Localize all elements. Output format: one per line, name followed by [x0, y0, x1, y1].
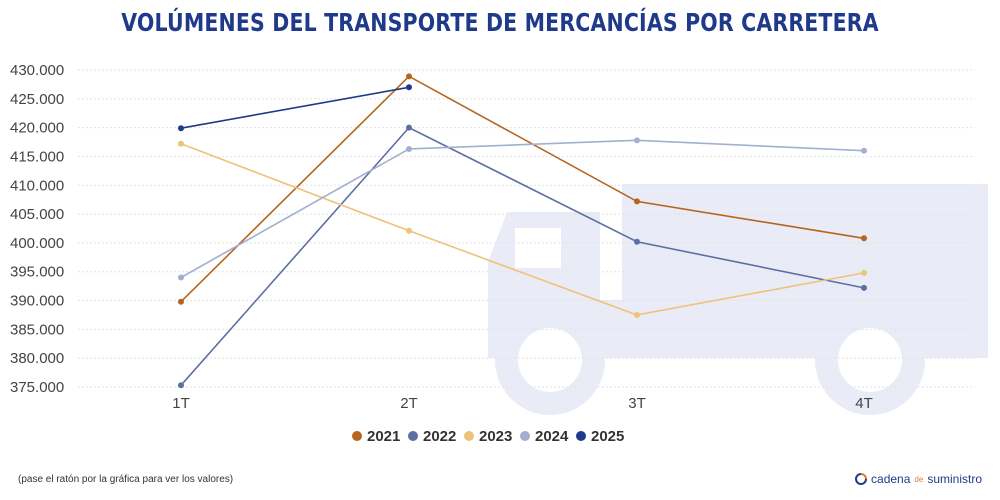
- x-tick-label: 4T: [855, 395, 873, 412]
- y-tick-label: 405.000: [10, 206, 64, 223]
- x-axis: 1T 2T 3T 4T: [172, 395, 873, 412]
- footnote: (pase el ratón por la gráfica para ver l…: [18, 474, 234, 485]
- data-point-2022: [178, 382, 184, 389]
- grid-lines: [78, 69, 975, 388]
- y-tick-label: 400.000: [10, 235, 64, 252]
- legend-item-2024[interactable]: 2024: [520, 428, 569, 445]
- data-point-2021: [406, 73, 412, 80]
- data-point-2021: [634, 198, 640, 205]
- series-line-2025: [180, 86, 410, 130]
- legend-label-2025: 2025: [591, 428, 624, 445]
- y-tick-label: 410.000: [10, 177, 64, 194]
- series-group: [178, 73, 867, 389]
- legend-marker-2022: [408, 431, 418, 441]
- legend-item-2022[interactable]: 2022: [408, 428, 456, 445]
- y-tick-label: 430.000: [10, 62, 64, 79]
- legend-marker-2023: [464, 431, 474, 441]
- data-point-2024: [178, 274, 184, 281]
- y-tick-label: 380.000: [10, 350, 64, 367]
- legend-item-2023[interactable]: 2023: [464, 428, 512, 445]
- legend-label-2024: 2024: [535, 428, 569, 445]
- legend-item-2025[interactable]: 2025: [576, 428, 624, 445]
- y-tick-label: 390.000: [10, 293, 64, 310]
- data-point-2024: [406, 145, 412, 152]
- legend-label-2021: 2021: [367, 428, 400, 445]
- brand-name-part1: cadena: [871, 472, 911, 486]
- data-point-2021: [178, 298, 184, 305]
- data-point-2022: [406, 124, 412, 131]
- x-tick-label: 2T: [400, 395, 418, 412]
- data-point-2023: [406, 227, 412, 234]
- x-tick-label: 3T: [628, 395, 646, 412]
- y-tick-label: 385.000: [10, 321, 64, 338]
- data-point-2023: [634, 311, 640, 318]
- brand-logo: cadena de suministro: [855, 472, 982, 486]
- legend-item-2021[interactable]: 2021: [352, 428, 400, 445]
- series-line-2023: [180, 143, 865, 316]
- legend[interactable]: 2021 2022 2023 2024 2025: [352, 428, 624, 445]
- series-line-2022: [180, 126, 865, 386]
- data-point-2024: [861, 147, 867, 154]
- series-line-2021: [180, 75, 865, 303]
- chart-title: VOLÚMENES DEL TRANSPORTE DE MERCANCÍAS P…: [121, 8, 879, 37]
- data-point-2025: [178, 125, 184, 132]
- brand-swirl-icon: [855, 473, 868, 485]
- legend-label-2022: 2022: [423, 428, 456, 445]
- legend-label-2023: 2023: [479, 428, 512, 445]
- data-point-2023: [178, 140, 184, 147]
- legend-marker-2025: [576, 431, 586, 441]
- y-tick-label: 420.000: [10, 120, 64, 137]
- brand-name-part2: de: [914, 474, 924, 484]
- y-tick-label: 425.000: [10, 91, 64, 108]
- y-tick-label: 375.000: [10, 379, 64, 396]
- data-point-2025: [406, 84, 412, 91]
- data-point-2023: [861, 269, 867, 276]
- series-line-2024: [180, 139, 865, 279]
- y-tick-label: 395.000: [10, 264, 64, 281]
- data-point-2022: [861, 284, 867, 291]
- truck-wheels-icon: [515, 228, 902, 392]
- legend-marker-2024: [520, 431, 530, 441]
- legend-marker-2021: [352, 431, 362, 441]
- data-point-2021: [861, 235, 867, 242]
- y-tick-label: 415.000: [10, 148, 64, 165]
- y-axis: 375.000 380.000 385.000 390.000 395.000 400.0…: [10, 62, 64, 396]
- x-tick-label: 1T: [172, 395, 190, 412]
- data-point-2022: [634, 238, 640, 245]
- brand-name-part3: suministro: [927, 472, 982, 486]
- data-point-2024: [634, 137, 640, 144]
- line-chart[interactable]: 375.000 380.000 385.000 390.000 395.000 400.0…: [0, 0, 1000, 470]
